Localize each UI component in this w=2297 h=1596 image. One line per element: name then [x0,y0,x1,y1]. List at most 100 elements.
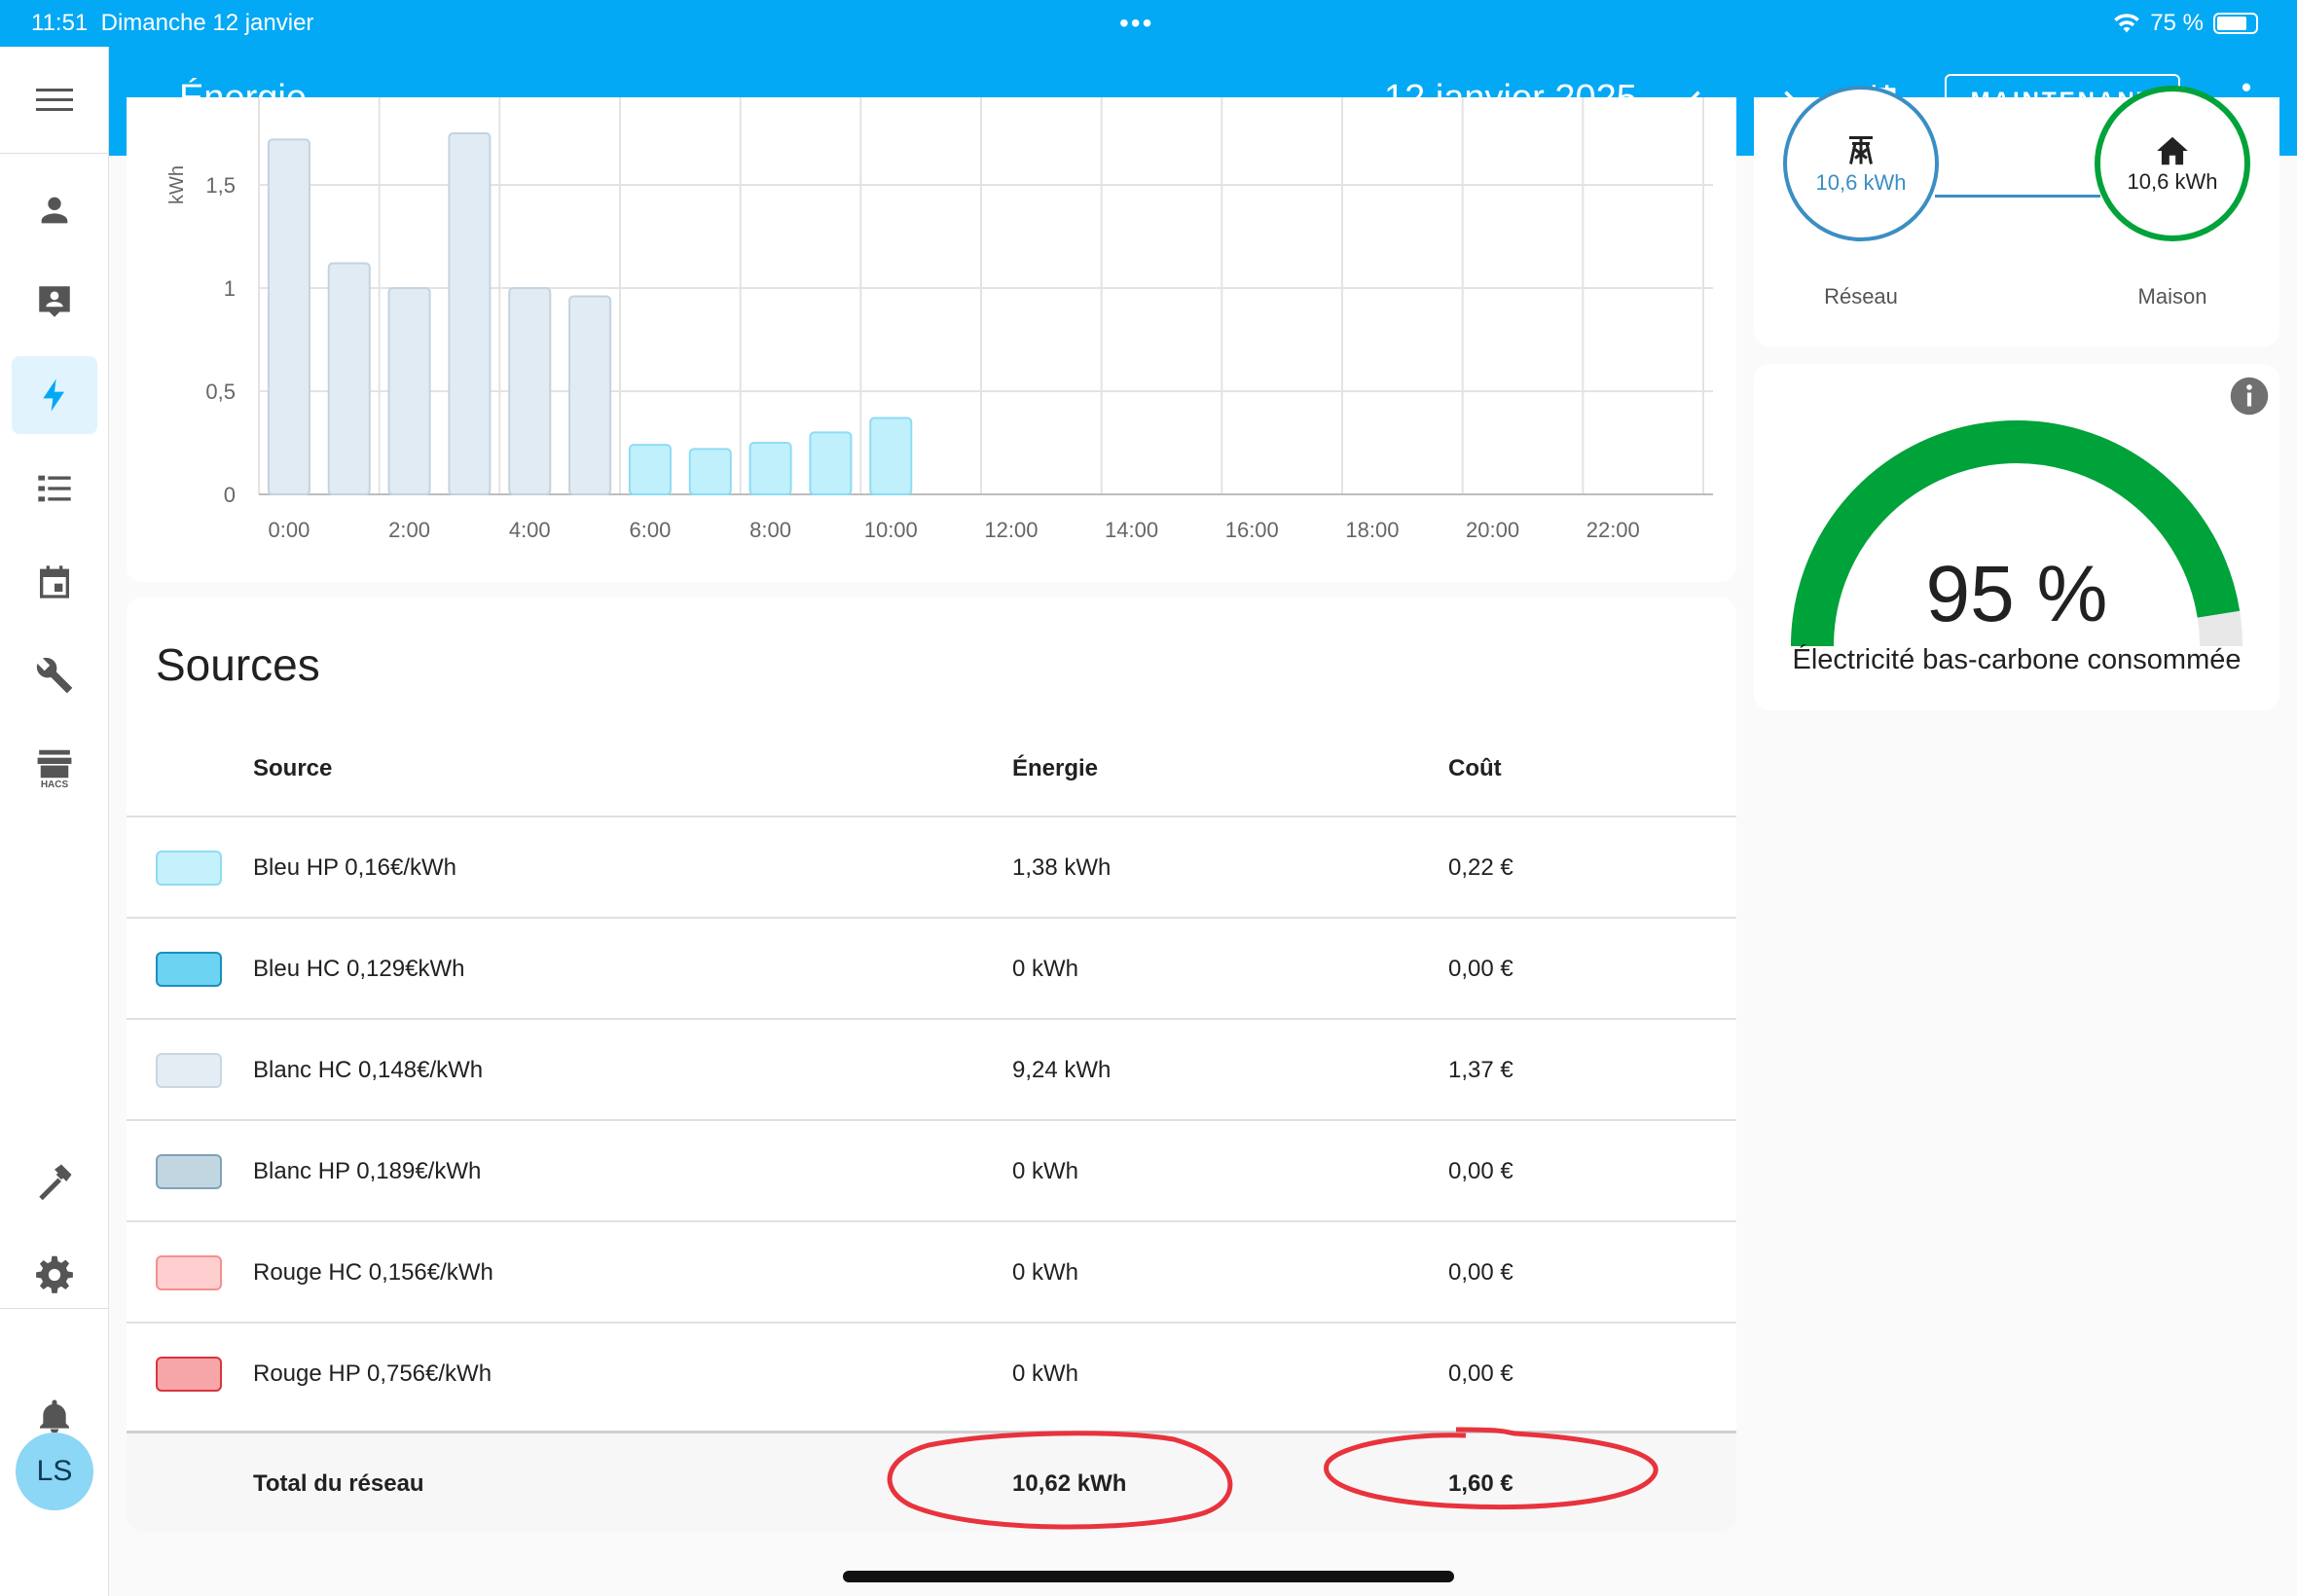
source-name: Blanc HP 0,189€/kWh [253,1158,482,1184]
table-row[interactable]: Rouge HP 0,756€/kWh 0 kWh 0,00 € [127,1322,1736,1423]
chart-bar [688,448,732,495]
bell-icon [40,1399,69,1433]
x-tick-label: 2:00 [388,518,430,542]
source-cost: 0,00 € [1448,1360,1513,1387]
sidebar-item-tools[interactable] [12,636,97,714]
table-row[interactable]: Bleu HP 0,16€/kWh 1,38 kWh 0,22 € [127,816,1736,917]
sidebar-item-calendar[interactable] [12,543,97,621]
y-tick-label: 0 [224,483,236,507]
grid-node[interactable]: 10,6 kWh [1783,86,1939,241]
y-tick-label: 1 [224,276,236,301]
source-name: Rouge HC 0,156€/kWh [253,1259,493,1286]
column-header-cost: Coût [1448,755,1502,781]
menu-button[interactable] [0,47,109,154]
y-axis-label: kWh [166,165,188,204]
low-carbon-gauge [1791,420,2242,646]
sidebar: HACS LS [0,47,109,1596]
column-header-energy: Énergie [1012,755,1099,781]
battery-percent: 75 % [2150,10,2204,36]
source-color-swatch [156,1357,222,1392]
red-circle-annotation-energy [887,1431,1233,1530]
sidebar-item-settings[interactable] [12,1236,97,1314]
source-color-swatch [156,1154,222,1189]
chart-bar [448,132,492,495]
source-name: Bleu HC 0,129€kWh [253,956,465,982]
chart-bar [809,431,853,495]
table-row[interactable]: Blanc HP 0,189€/kWh 0 kWh 0,00 € [127,1119,1736,1220]
energy-distribution-card: 10,6 kWh 10,6 kWh Réseau Maison [1754,86,2279,346]
grid-home-flow-line [1935,195,2100,198]
source-name: Bleu HP 0,16€/kWh [253,854,457,881]
home-label: Maison [2137,284,2207,308]
gauge-label: Électricité bas-carbone consommée [1792,644,2242,675]
source-name: Blanc HC 0,148€/kWh [253,1057,484,1083]
energy-usage-chart: 0 0,5 1 1,5 kWh 0:00 2:00 4:00 6:00 8:00 10:00 12:0… [166,97,1713,542]
wrench-icon [36,657,73,694]
source-cost: 0,22 € [1448,854,1513,881]
chart-bar [869,417,913,495]
home-indicator[interactable] [843,1571,1454,1582]
wifi-icon [2114,14,2140,33]
battery-icon [2213,13,2258,34]
source-energy: 9,24 kWh [1012,1057,1112,1083]
x-tick-label: 18:00 [1345,518,1399,542]
table-row[interactable]: Blanc HC 0,148€/kWh 9,24 kWh 1,37 € [127,1018,1736,1119]
x-tick-label: 8:00 [749,518,791,542]
column-header-source: Source [253,755,333,781]
total-row: Total du réseau 10,62 kWh 1,60 € [127,1427,1736,1532]
source-cost: 0,00 € [1448,1158,1513,1184]
info-icon[interactable] [2229,376,2270,417]
source-color-swatch [156,952,222,987]
status-time: 11:51 Dimanche 12 janvier [31,10,314,36]
source-energy: 0 kWh [1012,1158,1079,1184]
hamburger-icon [36,88,73,111]
energy-usage-chart-card: 0 0,5 1 1,5 kWh 0:00 2:00 4:00 6:00 8:00 10:00 12:0… [127,97,1736,582]
sources-card: Sources Source Énergie Coût Bleu HP 0,16… [127,598,1736,1532]
x-tick-label: 0:00 [269,518,310,542]
chart-bar [568,295,612,495]
x-tick-label: 10:00 [864,518,918,542]
hacs-label: HACS [40,779,69,790]
x-tick-label: 22:00 [1586,518,1640,542]
home-value: 10,6 kWh [2127,169,2218,194]
sidebar-item-notifications[interactable] [12,1378,97,1456]
gear-icon [36,1255,73,1293]
total-label: Total du réseau [253,1470,424,1497]
sidebar-item-energy[interactable] [12,356,97,434]
chart-bar [267,138,310,496]
table-row[interactable]: Rouge HC 0,156€/kWh 0 kWh 0,00 € [127,1220,1736,1322]
source-name: Rouge HP 0,756€/kWh [253,1360,492,1387]
x-tick-label: 12:00 [984,518,1038,542]
source-energy: 0 kWh [1012,1259,1079,1286]
transmission-tower-icon [1849,136,1873,164]
source-cost: 0,00 € [1448,956,1513,982]
low-carbon-gauge-card: 95 % Électricité bas-carbone consommée [1754,364,2279,710]
store-icon [37,749,72,778]
source-energy: 1,38 kWh [1012,854,1112,881]
sidebar-item-overview[interactable] [12,263,97,341]
sidebar-item-developer-tools[interactable] [12,1143,97,1220]
sidebar-item-hacs[interactable]: HACS [12,730,97,808]
y-tick-label: 0,5 [205,380,236,404]
y-tick-label: 1,5 [205,173,236,198]
x-tick-label: 16:00 [1225,518,1279,542]
table-row[interactable]: Bleu HC 0,129€kWh 0 kWh 0,00 € [127,917,1736,1018]
gauge-value: 95 % [1925,550,2108,638]
x-tick-label: 6:00 [630,518,672,542]
sidebar-item-logbook[interactable] [12,450,97,527]
account-box-icon [39,286,70,317]
calendar-icon [40,565,69,598]
person-icon [41,197,68,224]
avatar[interactable]: LS [16,1433,93,1510]
source-color-swatch [156,1255,222,1290]
home-node[interactable]: 10,6 kWh [2095,86,2250,241]
x-tick-label: 14:00 [1105,518,1158,542]
total-cost: 1,60 € [1448,1470,1513,1497]
chart-bar [628,444,672,495]
sidebar-item-profile[interactable] [12,171,97,249]
gauge-fill [1791,420,2241,646]
multitask-dots-icon[interactable]: ••• [1119,8,1154,38]
total-energy: 10,62 kWh [1012,1470,1127,1497]
chart-bar [748,442,792,495]
source-cost: 1,37 € [1448,1057,1513,1083]
